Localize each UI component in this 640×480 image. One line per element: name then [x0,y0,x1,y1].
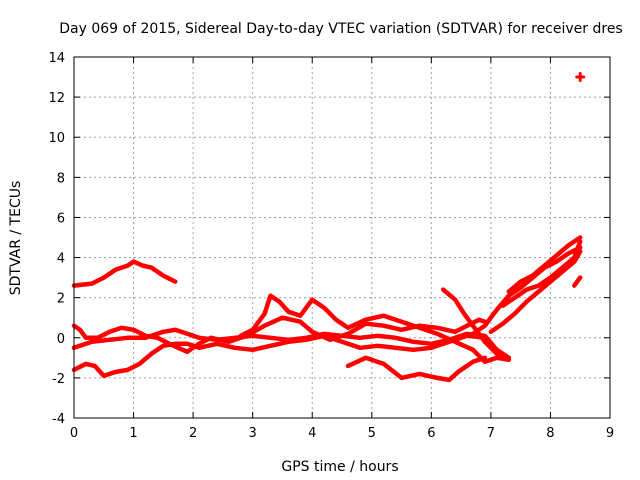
x-tick-label: 8 [546,426,554,441]
y-tick-label: -2 [52,372,65,387]
series-line-trace-5 [238,293,512,365]
x-tick-label: 6 [427,426,435,441]
y-tick-label: 0 [57,332,65,347]
plot-frame [73,56,611,419]
plot-area [71,72,586,383]
series-line-trace-6 [345,355,488,383]
x-tick-label: 5 [368,426,376,441]
y-axis-label: SDTVAR / TECUs [8,181,24,296]
series-line-trace-2 [71,315,488,355]
series-line-trace-9 [488,249,583,335]
series-line-trace-12 [572,275,583,288]
y-tick-label: 2 [57,292,65,307]
series-line-trace-10 [506,235,583,294]
series-line-trace-11 [500,239,583,308]
outlier-point [575,72,586,83]
x-axis-label: GPS time / hours [281,459,398,475]
x-tick-label: 4 [308,426,316,441]
y-tick-label: 4 [57,252,65,267]
series-line-trace-1 [71,259,178,288]
y-tick-label: 8 [57,171,65,186]
y-tick-label: 14 [48,51,65,66]
chart-title: Day 069 of 2015, Sidereal Day-to-day VTE… [59,21,622,37]
y-tick-label: -4 [52,412,65,427]
x-tick-label: 7 [487,426,495,441]
x-tick-label: 2 [189,426,197,441]
y-tick-label: 12 [48,91,65,106]
series-line-trace-4 [71,333,488,379]
series-line-trace-8 [470,245,583,337]
y-tick-label: 10 [48,131,65,146]
x-tick-label: 3 [249,426,257,441]
x-tick-label: 9 [606,426,614,441]
x-tick-label: 1 [129,426,137,441]
x-tick-label: 0 [70,426,78,441]
y-tick-label: 6 [57,211,65,226]
grid [74,57,610,418]
